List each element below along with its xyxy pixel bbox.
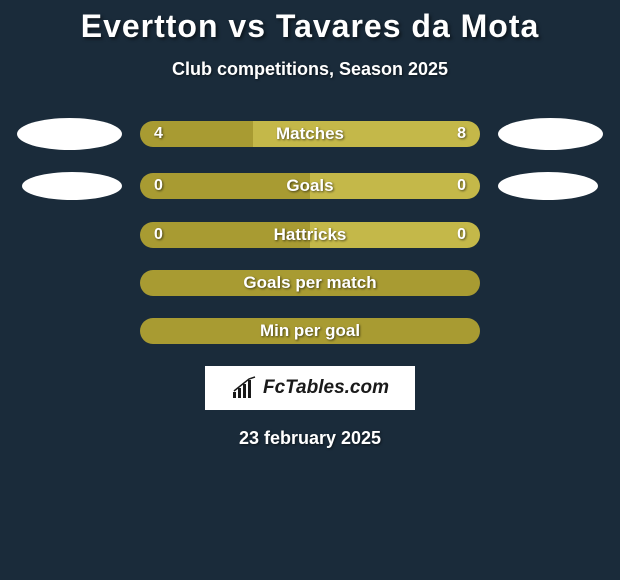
stat-bar: 4 8 Matches: [140, 121, 480, 147]
player-avatar-left: [22, 172, 122, 200]
stat-value-right: 8: [457, 125, 466, 143]
stat-label: Min per goal: [140, 318, 480, 344]
comparison-infographic: Evertton vs Tavares da Mota Club competi…: [0, 0, 620, 449]
stat-value-left: 0: [154, 226, 163, 244]
stat-row: 0 0 Hattricks: [0, 222, 620, 248]
watermark-badge: FcTables.com: [205, 366, 415, 410]
page-title: Evertton vs Tavares da Mota: [0, 8, 620, 45]
stat-label: Goals: [286, 176, 333, 196]
stat-row: Goals per match: [0, 270, 620, 296]
stat-value-right: 0: [457, 177, 466, 195]
stat-bar: 0 0 Hattricks: [140, 222, 480, 248]
player-avatar-right: [498, 172, 598, 200]
watermark-text: FcTables.com: [263, 377, 389, 399]
stat-value-left: 0: [154, 177, 163, 195]
stat-label: Matches: [276, 124, 344, 144]
stat-bar: Goals per match: [140, 270, 480, 296]
player-avatar-left: [17, 118, 122, 150]
stat-bar: Min per goal: [140, 318, 480, 344]
stat-bar: 0 0 Goals: [140, 173, 480, 199]
player-avatar-right: [498, 118, 603, 150]
stat-label: Goals per match: [140, 270, 480, 296]
stat-value-right: 0: [457, 226, 466, 244]
stat-row: Min per goal: [0, 318, 620, 344]
stat-value-left: 4: [154, 125, 163, 143]
stat-rows: 4 8 Matches 0 0 Goals 0 0 Hattricks Goals per mat…: [0, 118, 620, 344]
stat-row: 4 8 Matches: [0, 118, 620, 150]
stat-label: Hattricks: [274, 225, 347, 245]
stat-row: 0 0 Goals: [0, 172, 620, 200]
date-label: 23 february 2025: [0, 428, 620, 449]
subtitle: Club competitions, Season 2025: [0, 59, 620, 80]
chart-icon: [231, 376, 259, 400]
